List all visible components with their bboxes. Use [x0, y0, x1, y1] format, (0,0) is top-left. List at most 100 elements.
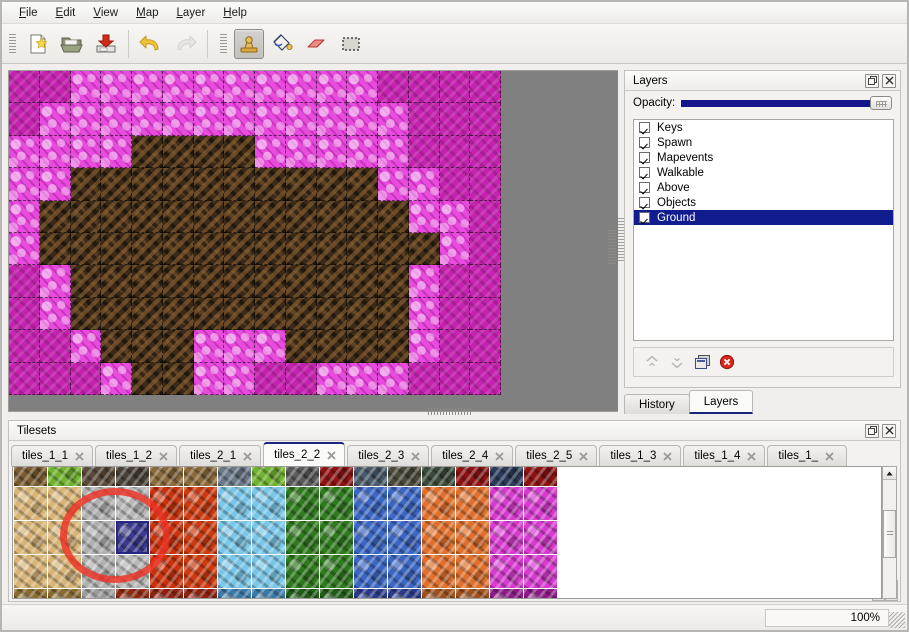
palette-tile[interactable] — [184, 487, 217, 520]
map-tile[interactable] — [378, 135, 409, 169]
map-tile[interactable] — [316, 135, 348, 169]
layer-list-item[interactable]: Objects — [634, 195, 893, 210]
tileset-tab-tiles_2_2[interactable]: tiles_2_2 — [263, 442, 346, 466]
map-tile[interactable] — [439, 103, 471, 136]
map-tile[interactable] — [39, 168, 71, 201]
palette-tile[interactable] — [490, 555, 523, 588]
map-tile[interactable] — [408, 265, 440, 298]
palette-tile[interactable] — [320, 555, 353, 588]
map-tile[interactable] — [285, 362, 317, 395]
tileset-tab-tiles_2_3[interactable]: tiles_2_3 — [347, 445, 430, 466]
undock-icon[interactable] — [865, 73, 879, 88]
map-tile[interactable] — [347, 265, 378, 298]
map-tile[interactable] — [255, 265, 286, 298]
map-tile[interactable] — [101, 330, 132, 363]
palette-tile[interactable] — [524, 589, 557, 598]
palette-tile[interactable] — [354, 555, 387, 588]
menu-item-edit[interactable]: Edit — [55, 6, 76, 19]
map-tile[interactable] — [470, 168, 501, 201]
map-tile[interactable] — [470, 135, 501, 169]
stamp-tool-button[interactable] — [234, 28, 264, 59]
map-tile[interactable] — [162, 200, 194, 233]
map-tile[interactable] — [101, 232, 132, 266]
palette-tile[interactable] — [524, 467, 557, 486]
close-tab-icon[interactable] — [243, 451, 252, 461]
dock-tab-layers[interactable]: Layers — [688, 390, 754, 414]
tileset-tab-tiles_1_[interactable]: tiles_1_ — [767, 445, 848, 466]
map-tile[interactable] — [378, 232, 409, 266]
palette-tile[interactable] — [422, 467, 455, 486]
map-tile[interactable] — [255, 362, 286, 395]
palette-tile[interactable] — [422, 589, 455, 598]
map-tile[interactable] — [378, 103, 409, 136]
map-tile[interactable] — [347, 71, 378, 104]
map-tile[interactable] — [70, 71, 102, 104]
palette-tile[interactable] — [388, 467, 421, 486]
palette-tile[interactable] — [490, 467, 523, 486]
map-tile[interactable] — [255, 168, 286, 201]
opacity-slider-knob[interactable] — [870, 96, 892, 110]
map-tile[interactable] — [224, 135, 255, 169]
map-tile[interactable] — [255, 232, 286, 266]
map-tile[interactable] — [347, 200, 378, 233]
map-tile[interactable] — [285, 168, 317, 201]
map-tile[interactable] — [39, 330, 71, 363]
menu-item-layer[interactable]: Layer — [176, 6, 206, 19]
map-tile[interactable] — [439, 330, 471, 363]
palette-tile[interactable] — [14, 487, 47, 520]
tile-palette-grid[interactable] — [14, 467, 557, 598]
zoom-level-indicator[interactable]: 100% — [765, 608, 889, 627]
map-tile[interactable] — [162, 265, 194, 298]
map-tile[interactable] — [70, 168, 102, 201]
layer-list-item[interactable]: Walkable — [634, 165, 893, 180]
palette-tile[interactable] — [82, 555, 115, 588]
palette-tile[interactable] — [14, 589, 47, 598]
palette-tile[interactable] — [456, 521, 489, 554]
canvas-hscroll-grip[interactable] — [428, 408, 472, 415]
toolbar-drag-handle[interactable] — [8, 30, 17, 57]
palette-tile[interactable] — [490, 589, 523, 598]
layer-visibility-checkbox[interactable] — [639, 137, 650, 148]
map-tile[interactable] — [470, 330, 501, 363]
layer-visibility-checkbox[interactable] — [639, 152, 650, 163]
map-tile[interactable] — [470, 71, 501, 104]
map-tile[interactable] — [193, 71, 225, 104]
palette-tile[interactable] — [354, 521, 387, 554]
palette-tile[interactable] — [218, 487, 251, 520]
map-tile[interactable] — [193, 297, 225, 331]
close-tab-icon[interactable] — [159, 451, 168, 461]
map-tile[interactable] — [408, 362, 440, 395]
palette-tile[interactable] — [116, 555, 149, 588]
open-file-button[interactable] — [57, 29, 87, 59]
palette-tile[interactable] — [422, 487, 455, 520]
map-tile[interactable] — [132, 265, 163, 298]
map-tile[interactable] — [408, 71, 440, 104]
map-tile[interactable] — [347, 362, 378, 395]
palette-tile[interactable] — [218, 521, 251, 554]
map-tile[interactable] — [378, 71, 409, 104]
map-tile[interactable] — [101, 135, 132, 169]
map-tile-grid[interactable] — [9, 71, 501, 395]
map-tile[interactable] — [255, 297, 286, 331]
palette-tile[interactable] — [14, 521, 47, 554]
map-tile[interactable] — [9, 232, 40, 266]
map-tile[interactable] — [101, 265, 132, 298]
map-tile[interactable] — [9, 168, 40, 201]
map-tile[interactable] — [193, 135, 225, 169]
palette-tile[interactable] — [422, 521, 455, 554]
tileset-tab-bar[interactable]: tiles_1_1 tiles_1_2 tiles_2_1 tiles_2_2 tile… — [11, 442, 900, 466]
map-tile[interactable] — [70, 362, 102, 395]
map-tile[interactable] — [439, 168, 471, 201]
map-tile[interactable] — [347, 297, 378, 331]
map-tile[interactable] — [378, 168, 409, 201]
canvas-dock-splitter[interactable] — [618, 70, 624, 412]
map-tile[interactable] — [162, 135, 194, 169]
palette-scroll-thumb[interactable] — [883, 510, 896, 558]
palette-tile[interactable] — [252, 487, 285, 520]
palette-tile[interactable] — [354, 487, 387, 520]
close-icon[interactable] — [882, 423, 896, 438]
palette-tile[interactable] — [286, 555, 319, 588]
map-tile[interactable] — [70, 135, 102, 169]
palette-tile[interactable] — [456, 589, 489, 598]
redo-button[interactable] — [170, 29, 200, 59]
